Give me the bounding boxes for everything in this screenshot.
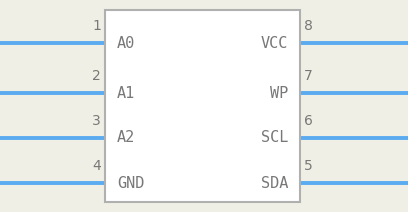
Text: 4: 4 [92,159,101,173]
Text: 3: 3 [92,114,101,128]
Text: 7: 7 [304,69,313,83]
Text: SDA: SDA [261,176,288,191]
Text: A2: A2 [117,131,135,145]
Text: SCL: SCL [261,131,288,145]
Text: 1: 1 [92,19,101,33]
Text: A1: A1 [117,85,135,100]
Bar [105,10,300,202]
Text: A0: A0 [117,35,135,50]
Text: WP: WP [270,85,288,100]
Text: 8: 8 [304,19,313,33]
Text: 2: 2 [92,69,101,83]
Text: VCC: VCC [261,35,288,50]
Text: 5: 5 [304,159,313,173]
Text: GND: GND [117,176,144,191]
Text: 6: 6 [304,114,313,128]
